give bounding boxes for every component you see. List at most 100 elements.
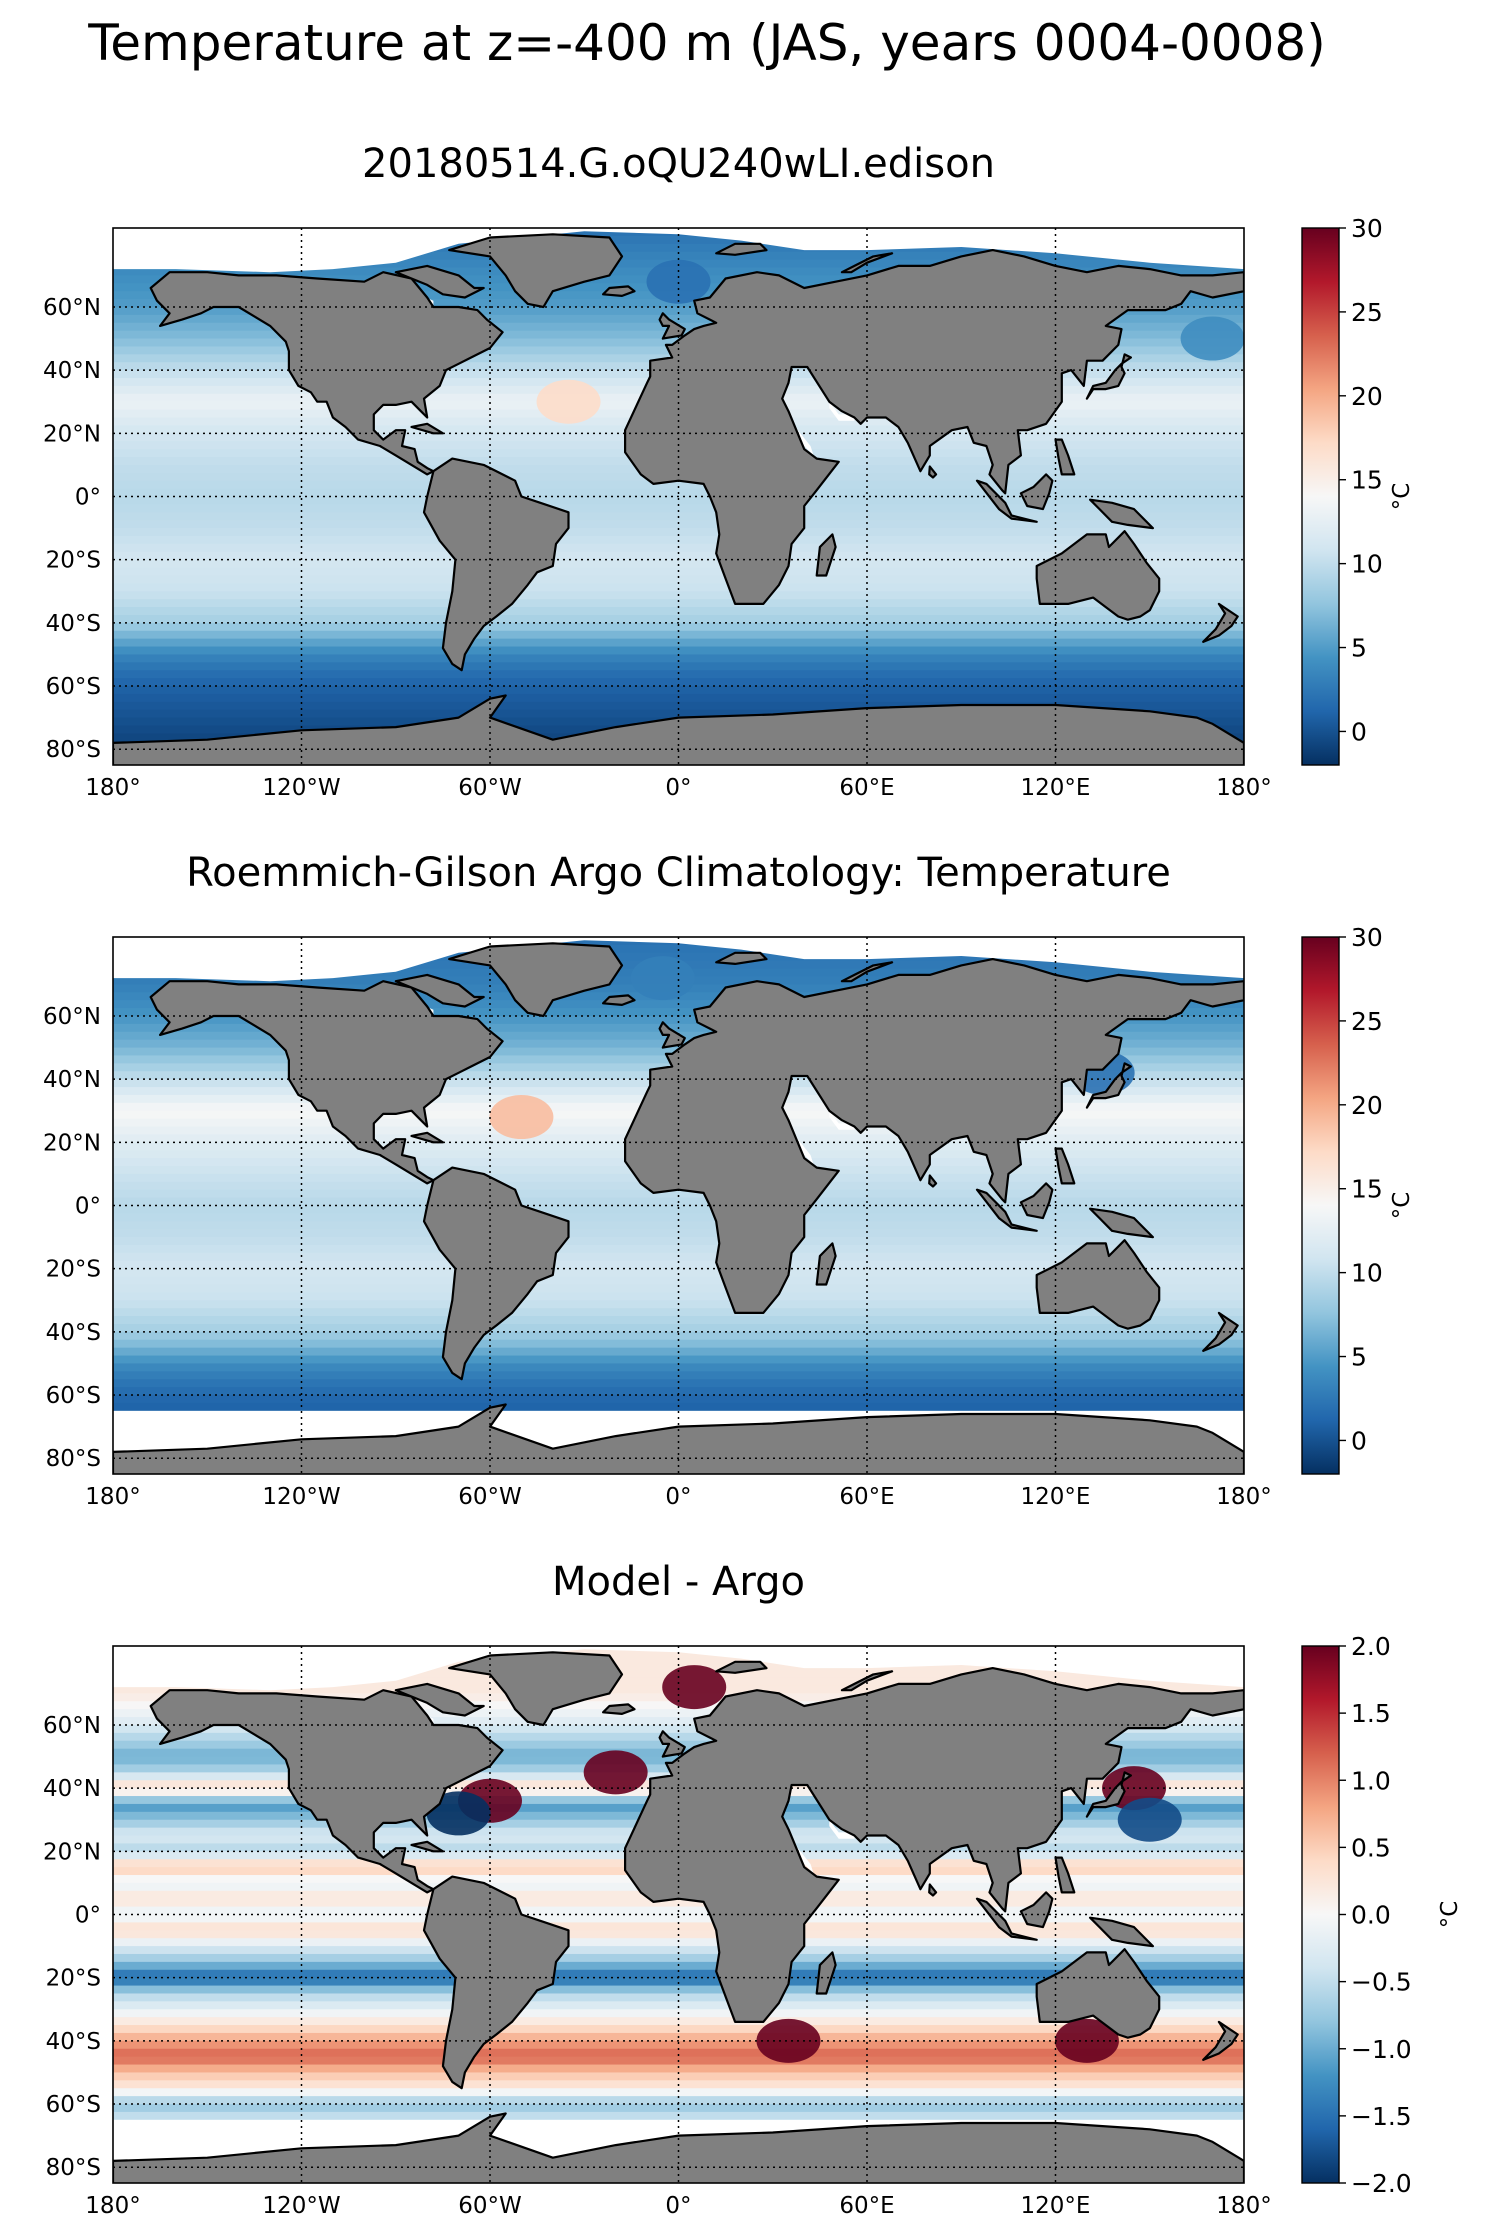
colorbar-tick-label: 25 <box>1351 298 1383 327</box>
colorbar-tick-label: 30 <box>1351 923 1383 952</box>
land-greenland <box>448 942 624 1018</box>
y-tick-label: 60°N <box>43 1004 101 1030</box>
field-band <box>113 1268 1244 1278</box>
land-new-guinea <box>1089 1916 1154 1948</box>
field-band <box>113 2025 1244 2034</box>
field-band <box>113 575 1244 584</box>
field-band <box>113 1189 1244 1199</box>
field-band <box>113 670 1244 679</box>
x-tick-label: 60°W <box>458 1484 522 1510</box>
colorbar-tick-label: 10 <box>1351 1259 1383 1288</box>
x-tick-label: 120°W <box>262 775 340 801</box>
field-band <box>113 2048 1244 2058</box>
x-tick-label: 180° <box>85 775 140 801</box>
field-band <box>113 251 1244 261</box>
anomaly-blob <box>583 1750 648 1795</box>
field-band <box>113 480 1244 490</box>
land-new-guinea <box>1089 498 1154 530</box>
x-tick-label: 180° <box>85 2193 140 2219</box>
colorbar-label: °C <box>1389 1192 1415 1220</box>
x-tick-label: 180° <box>1216 2193 1271 2219</box>
x-tick-label: 60°E <box>839 775 894 801</box>
field-band <box>113 2088 1244 2097</box>
field-band <box>113 646 1244 656</box>
land-borneo <box>1019 1891 1054 1929</box>
field-band <box>113 607 1244 616</box>
land-australia <box>1035 1239 1161 1330</box>
panel-3: Model - Argo 180° 120°W 60°W 0° 60°E 120°E 180°… <box>43 1559 1463 2219</box>
x-tick-label: 60°W <box>458 775 522 801</box>
land-sumatra-java <box>975 1897 1038 1941</box>
anomaly-blob <box>630 956 695 1001</box>
land-north-america <box>149 980 504 1185</box>
field-band <box>113 1339 1244 1349</box>
field-band <box>113 1331 1244 1341</box>
colorbar-tick-label: 1.5 <box>1351 1699 1391 1728</box>
field-band <box>113 1260 1244 1270</box>
field-band <box>113 583 1244 592</box>
field-band <box>113 952 1244 962</box>
field-band <box>113 2001 1244 2010</box>
land-cuba <box>410 422 444 435</box>
x-tick-label: 0° <box>665 1484 691 1510</box>
x-tick-label: 60°E <box>839 2193 894 2219</box>
land-british-isles <box>658 312 686 340</box>
colorbar-tick-label: 15 <box>1351 466 1383 495</box>
anomaly-blob <box>1180 316 1244 361</box>
y-tick-label: 40°S <box>46 1320 101 1346</box>
y-tick-label: 0° <box>75 1194 101 1220</box>
colorbar-label: °C <box>1389 483 1415 511</box>
field-band <box>113 1717 1244 1726</box>
field-band <box>113 1402 1244 1412</box>
y-tick-label: 80°S <box>46 2155 101 2181</box>
colorbar-tick-label: 0.0 <box>1351 1901 1391 1930</box>
land-sri-lanka <box>928 1883 938 1897</box>
land-south-america <box>422 1875 570 2090</box>
y-tick-label: 40°S <box>46 611 101 637</box>
land-greenland <box>448 233 624 309</box>
map-field <box>113 937 1244 1474</box>
map-frame <box>112 936 1245 1475</box>
land-philippines <box>1054 1147 1076 1185</box>
field-band <box>113 243 1244 253</box>
x-tick-label: 120°W <box>262 1484 340 1510</box>
colorbar-tick-label: −1.0 <box>1351 2035 1412 2064</box>
field-band <box>113 551 1244 561</box>
land-eurasia-africa <box>624 1667 1244 2023</box>
field-band <box>113 1914 1244 1923</box>
field-band <box>113 559 1244 569</box>
land-svalbard <box>715 242 768 256</box>
field-band <box>113 520 1244 529</box>
field-band <box>113 709 1244 719</box>
colorbar-tick-label: −0.5 <box>1351 1968 1412 1997</box>
colorbar-tick-label: 25 <box>1351 1007 1383 1036</box>
field-band <box>113 2064 1244 2074</box>
land-madagascar <box>815 1951 837 1995</box>
y-tick-label: 20°N <box>43 421 101 447</box>
field-band <box>113 1724 1244 1734</box>
land-philippines <box>1054 1856 1076 1894</box>
field-band <box>113 1379 1244 1388</box>
land-south-america <box>422 457 570 672</box>
field-band <box>113 1355 1244 1365</box>
map-frame <box>112 227 1245 766</box>
panel-title: Model - Argo <box>552 1559 805 1605</box>
land-british-isles <box>658 1021 686 1049</box>
y-tick-label: 40°S <box>46 2029 101 2055</box>
field-band <box>113 2072 1244 2081</box>
colorbar-tick-label: 20 <box>1351 1091 1383 1120</box>
map-frame <box>112 1645 1245 2184</box>
land-new-guinea <box>1089 1207 1154 1239</box>
field-band <box>113 1308 1244 1317</box>
land-new-zealand <box>1202 602 1239 643</box>
field-band <box>113 496 1244 505</box>
colorbar <box>1301 1645 1340 2184</box>
y-tick-label: 60°N <box>43 1713 101 1739</box>
land-north-america <box>149 1689 504 1894</box>
colorbar-tick-label: 5 <box>1351 634 1367 663</box>
colorbar-tick-label: 0 <box>1351 1426 1367 1455</box>
land-sri-lanka <box>928 1174 938 1188</box>
field-band <box>113 1015 1244 1025</box>
anomaly-blob <box>536 379 601 424</box>
